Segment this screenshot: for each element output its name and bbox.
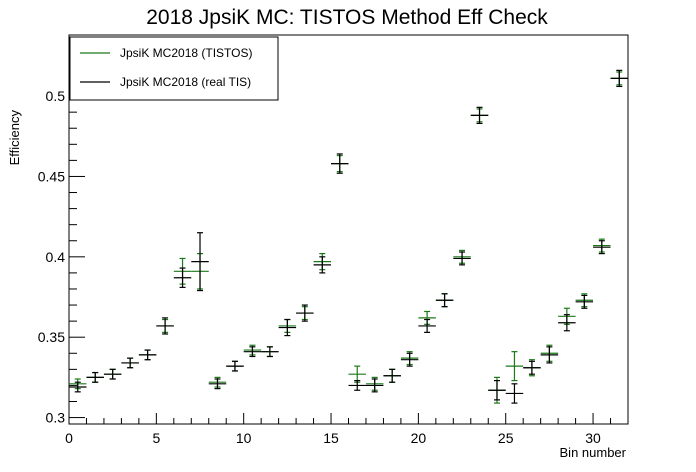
- data-point: [261, 346, 279, 358]
- data-point: [208, 378, 227, 390]
- legend-label-real-tis: JpsiK MC2018 (real TIS): [120, 75, 251, 89]
- data-point: [313, 256, 332, 274]
- data-point: [470, 106, 489, 125]
- series-1-points: [69, 69, 628, 404]
- data-point: [226, 360, 244, 372]
- data-point: [540, 346, 559, 364]
- legend-label-tistos: JpsiK MC2018 (TISTOS): [120, 46, 252, 60]
- data-point: [505, 383, 524, 404]
- data-point: [365, 378, 384, 393]
- data-point: [558, 314, 576, 332]
- y-tick-label: 0.5: [46, 88, 66, 104]
- x-tick-label: 5: [152, 430, 160, 446]
- data-point: [243, 346, 262, 358]
- data-point: [156, 317, 174, 335]
- data-point: [69, 381, 87, 393]
- data-point: [331, 153, 349, 174]
- y-tick-label: 0.3: [46, 410, 66, 426]
- data-point: [610, 69, 628, 88]
- legend: JpsiK MC2018 (TISTOS) JpsiK MC2018 (real…: [69, 36, 279, 101]
- data-marks: [69, 69, 628, 404]
- y-tick-label: 0.45: [38, 168, 65, 184]
- data-point: [453, 251, 471, 266]
- x-tick-label: 30: [585, 430, 601, 446]
- y-tick-label: 0.35: [38, 329, 65, 345]
- y-axis-label: Efficiency: [7, 110, 22, 166]
- data-point: [348, 379, 366, 391]
- data-point: [505, 351, 524, 382]
- series-0-points: [69, 71, 628, 404]
- legend-box: [69, 36, 279, 101]
- x-axis-label: Bin number: [560, 445, 627, 460]
- data-point: [435, 293, 454, 308]
- y-tick-label: 0.4: [46, 249, 66, 265]
- data-point: [121, 357, 139, 369]
- data-point: [523, 360, 541, 375]
- data-point: [575, 294, 594, 309]
- data-point: [138, 349, 157, 361]
- x-tick-label: 10: [236, 430, 252, 446]
- data-point: [191, 232, 209, 292]
- data-point: [348, 365, 366, 383]
- data-point: [488, 379, 506, 401]
- data-point: [103, 368, 122, 380]
- x-tick-label: 15: [323, 430, 339, 446]
- data-point: [418, 318, 436, 333]
- x-tick-label: 25: [498, 430, 514, 446]
- x-tick-label: 20: [411, 430, 427, 446]
- chart-title: 2018 JpsiK MC: TISTOS Method Eff Check: [146, 6, 548, 29]
- data-point: [86, 371, 104, 383]
- data-point: [400, 352, 419, 367]
- data-point: [278, 318, 297, 337]
- data-point: [296, 304, 314, 322]
- axis-ticks: 0 5 10 15 20 25 30 0.3 0.35 0.4 0.45 0.5: [38, 47, 629, 446]
- data-point: [383, 368, 401, 383]
- data-point: [173, 267, 192, 288]
- data-point: [593, 240, 611, 255]
- x-tick-label: 0: [65, 430, 73, 446]
